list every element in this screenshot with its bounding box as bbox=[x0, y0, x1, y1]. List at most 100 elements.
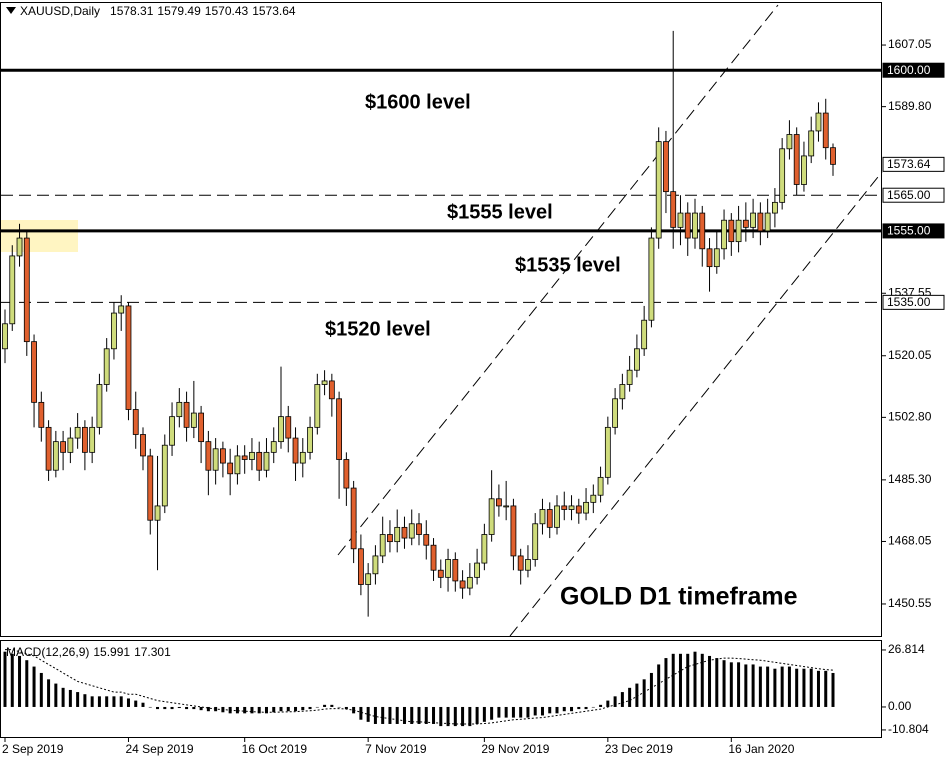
level-label-box bbox=[882, 62, 945, 78]
macd-bar bbox=[599, 704, 603, 707]
macd-bar bbox=[97, 696, 101, 707]
macd-bar bbox=[301, 706, 305, 711]
annotation: $1555 level bbox=[447, 201, 553, 223]
candle-body bbox=[619, 384, 626, 400]
annotation: GOLD D1 timeframe bbox=[560, 583, 798, 611]
candle-body bbox=[343, 459, 350, 489]
candle-body bbox=[626, 369, 633, 385]
candle-body bbox=[793, 134, 800, 185]
macd-bar bbox=[432, 706, 436, 724]
candle-body bbox=[561, 505, 568, 510]
chart-header: XAUUSD,Daily 1578.31 1579.49 1570.43 157… bbox=[6, 4, 296, 18]
macd-bar bbox=[76, 692, 80, 707]
level-label: 1600.00 bbox=[887, 63, 931, 77]
y-tick-label: 1450.55 bbox=[888, 596, 932, 610]
macd-bar bbox=[468, 706, 472, 727]
macd-bar bbox=[402, 706, 406, 724]
highlight-zone bbox=[1, 220, 78, 252]
macd-bar bbox=[323, 704, 327, 707]
macd-bar bbox=[134, 700, 138, 707]
macd-bar bbox=[490, 706, 494, 720]
high-value: 1579.49 bbox=[157, 4, 201, 18]
macd-bar bbox=[606, 700, 610, 707]
macd-bar bbox=[504, 706, 508, 718]
candle-body bbox=[445, 559, 451, 578]
level-label: 1565.00 bbox=[887, 188, 931, 202]
candle-body bbox=[648, 237, 655, 321]
y-tick-label: 1468.05 bbox=[888, 534, 932, 548]
macd-bar bbox=[119, 696, 123, 707]
macd-bar bbox=[540, 706, 544, 716]
macd-bar bbox=[337, 706, 341, 708]
macd-bar bbox=[243, 706, 247, 714]
macd-bar bbox=[708, 655, 712, 707]
macd-title: MACD(12,26,9) bbox=[6, 645, 90, 659]
candle-body bbox=[771, 201, 778, 214]
macd-bar bbox=[90, 696, 94, 707]
macd-bar bbox=[831, 672, 835, 707]
candle-body bbox=[633, 348, 640, 371]
candle-body bbox=[31, 341, 37, 403]
macd-bar bbox=[657, 664, 661, 707]
x-tick-label: 7 Nov 2019 bbox=[365, 742, 427, 756]
price-panel bbox=[0, 2, 882, 637]
macd-bar bbox=[816, 670, 820, 707]
macd-bar bbox=[671, 653, 675, 707]
macd-bar bbox=[163, 706, 167, 710]
candle-body bbox=[437, 569, 444, 578]
macd-bar bbox=[417, 706, 421, 724]
y-tick-label: 1607.05 bbox=[888, 37, 932, 51]
candle-body bbox=[285, 416, 292, 439]
macd-bar bbox=[199, 706, 203, 711]
macd-bar bbox=[758, 666, 762, 707]
macd-bar bbox=[809, 668, 813, 707]
candle-body bbox=[757, 212, 764, 232]
candle-body bbox=[52, 441, 59, 471]
macd-bar bbox=[3, 651, 7, 707]
macd-header: MACD(12,26,9) 15.991 17.301 bbox=[6, 645, 171, 659]
macd-bar bbox=[424, 706, 428, 724]
macd-bar bbox=[395, 706, 399, 724]
candle-body bbox=[452, 559, 459, 582]
candle-body bbox=[307, 426, 313, 453]
candle-body bbox=[575, 505, 582, 514]
candle-body bbox=[241, 455, 248, 460]
x-tick-label: 16 Jan 2020 bbox=[728, 742, 794, 756]
macd-bar bbox=[359, 706, 363, 720]
macd-bar bbox=[272, 706, 276, 713]
candle-body bbox=[517, 555, 524, 571]
macd-bar bbox=[766, 666, 770, 707]
y-tick-label: 1502.80 bbox=[888, 410, 932, 424]
candle-body bbox=[38, 401, 45, 428]
macd-bar bbox=[446, 706, 450, 727]
channel-upper bbox=[337, 4, 779, 556]
macd-bar bbox=[366, 706, 370, 722]
macd-bar bbox=[279, 706, 283, 712]
macd-bar bbox=[61, 687, 65, 707]
candle-body bbox=[314, 384, 321, 428]
candle-body bbox=[67, 437, 74, 453]
candle-body bbox=[96, 384, 103, 428]
candle-body bbox=[416, 523, 422, 535]
candle-body bbox=[699, 212, 706, 250]
macd-bar bbox=[344, 706, 348, 710]
macd-tick-label: 0.00 bbox=[888, 699, 912, 713]
candle-body bbox=[713, 248, 720, 268]
candle-body bbox=[147, 455, 154, 521]
macd-bar bbox=[235, 706, 239, 714]
candle-body bbox=[292, 437, 299, 464]
menu-arrow bbox=[6, 7, 16, 14]
candle-body bbox=[387, 534, 393, 543]
candle-body bbox=[256, 451, 263, 471]
candle-body bbox=[583, 501, 589, 514]
macd-bar bbox=[308, 706, 312, 710]
level-label-box bbox=[882, 294, 945, 310]
candle-body bbox=[408, 523, 415, 539]
candle-body bbox=[357, 548, 364, 585]
candle-body bbox=[183, 401, 190, 428]
candle-body bbox=[60, 441, 67, 453]
candle-body bbox=[539, 509, 546, 525]
candle-body bbox=[801, 155, 807, 185]
price-label-box bbox=[882, 156, 945, 172]
annotation: $1600 level bbox=[365, 91, 471, 113]
